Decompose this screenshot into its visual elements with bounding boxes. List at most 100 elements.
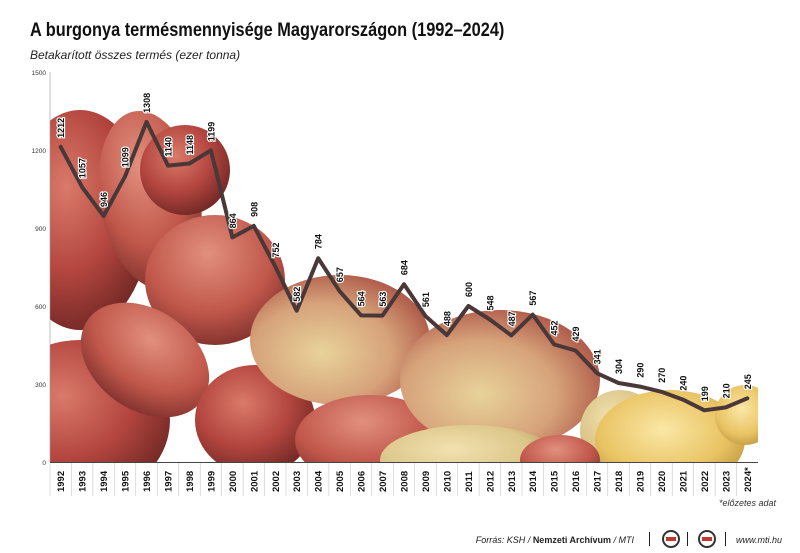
data-label: 946 bbox=[99, 192, 109, 207]
source-credit: Forrás: KSH / Nemzeti Archívum / MTI bbox=[475, 535, 634, 545]
x-tick-label: 2009 bbox=[421, 471, 432, 492]
chart-title: A burgonya termésmennyisége Magyarország… bbox=[30, 20, 505, 41]
x-tick-label: 1993 bbox=[78, 471, 89, 492]
potato-background-illustration bbox=[50, 72, 758, 462]
data-label: 245 bbox=[743, 374, 753, 389]
data-label: 304 bbox=[614, 359, 624, 374]
x-tick-label: 2017 bbox=[593, 471, 604, 492]
x-tick-box bbox=[307, 463, 329, 496]
x-tick-box bbox=[222, 463, 243, 496]
x-tick-label: 1992 bbox=[56, 471, 67, 492]
data-label: 561 bbox=[421, 292, 431, 307]
y-tick-label: 900 bbox=[35, 226, 46, 233]
data-label: 488 bbox=[442, 311, 452, 326]
footer-separator bbox=[649, 532, 650, 546]
x-tick-box bbox=[415, 463, 436, 496]
y-tick-label: 600 bbox=[35, 304, 46, 311]
mtva-logo-icon bbox=[662, 530, 680, 548]
data-label: 487 bbox=[507, 311, 517, 326]
mti-url: www.mti.hu bbox=[735, 535, 782, 545]
data-label: 1212 bbox=[56, 118, 66, 138]
x-tick-label: 2014 bbox=[528, 470, 539, 492]
y-tick-label: 1200 bbox=[32, 148, 47, 155]
x-tick-label: 2019 bbox=[636, 471, 647, 492]
x-tick-box bbox=[157, 463, 179, 496]
data-label: 582 bbox=[292, 287, 302, 302]
data-label: 240 bbox=[678, 376, 688, 391]
data-label: 341 bbox=[593, 349, 603, 364]
x-tick-box bbox=[672, 463, 694, 496]
x-tick-box bbox=[694, 463, 715, 496]
data-label: 563 bbox=[378, 292, 388, 307]
footnote: *előzetes adat bbox=[718, 498, 776, 508]
x-tick-box bbox=[565, 463, 586, 496]
x-tick-box bbox=[651, 463, 672, 496]
data-label: 1148 bbox=[185, 135, 195, 155]
chart-subtitle: Betakarított összes termés (ezer tonna) bbox=[30, 48, 241, 62]
x-tick-label: 2001 bbox=[249, 470, 260, 492]
x-tick-box bbox=[329, 463, 350, 496]
x-tick-label: 2023 bbox=[721, 471, 732, 492]
data-label: 1308 bbox=[142, 93, 152, 113]
x-tick-box bbox=[436, 463, 458, 496]
data-label: 564 bbox=[357, 291, 367, 306]
data-label: 784 bbox=[314, 234, 324, 249]
x-tick-box bbox=[243, 463, 265, 496]
y-tick-label: 1500 bbox=[32, 70, 47, 77]
y-tick-label: 0 bbox=[42, 460, 46, 467]
x-tick-label: 2002 bbox=[271, 471, 282, 492]
x-tick-label: 1999 bbox=[206, 471, 217, 492]
data-label: 548 bbox=[485, 295, 495, 310]
x-tick-box bbox=[200, 463, 222, 496]
data-label: 684 bbox=[400, 260, 410, 275]
x-tick-box bbox=[93, 463, 114, 496]
x-tick-box bbox=[501, 463, 522, 496]
footer-separator bbox=[725, 532, 726, 546]
x-tick-label: 2011 bbox=[464, 471, 475, 492]
x-tick-label: 2018 bbox=[614, 471, 625, 492]
y-tick-label: 300 bbox=[35, 382, 46, 389]
data-label: 210 bbox=[721, 383, 731, 398]
x-tick-label: 2004 bbox=[314, 470, 325, 492]
data-label: 452 bbox=[550, 320, 560, 335]
data-label: 1199 bbox=[206, 122, 216, 142]
x-tick-label: 1995 bbox=[121, 470, 132, 492]
x-tick-label: 1994 bbox=[99, 470, 110, 492]
x-tick-box bbox=[737, 463, 758, 496]
data-label: 270 bbox=[657, 368, 667, 383]
footer-separator bbox=[687, 532, 688, 546]
series-line bbox=[58, 119, 750, 413]
x-tick-label: 1997 bbox=[164, 471, 175, 492]
x-tick-label: 2012 bbox=[485, 471, 496, 492]
x-tick-label: 2006 bbox=[357, 471, 368, 492]
x-tick-label: 2016 bbox=[571, 471, 582, 492]
x-tick-label: 2013 bbox=[507, 471, 518, 492]
x-tick-box bbox=[586, 463, 608, 496]
x-tick-box bbox=[522, 463, 543, 496]
x-tick-label: 1996 bbox=[142, 471, 153, 492]
data-label: 864 bbox=[228, 213, 238, 228]
x-tick-box bbox=[50, 463, 71, 496]
data-label: 1099 bbox=[121, 147, 131, 167]
x-tick-box bbox=[71, 463, 93, 496]
x-tick-box bbox=[372, 463, 393, 496]
data-label: 1057 bbox=[78, 158, 88, 178]
data-label: 199 bbox=[700, 386, 710, 401]
x-tick-box bbox=[286, 463, 307, 496]
data-label: 567 bbox=[528, 291, 538, 306]
data-label: 908 bbox=[249, 202, 259, 217]
x-tick-label: 2024* bbox=[743, 467, 754, 492]
data-label: 1140 bbox=[164, 137, 174, 157]
x-tick-label: 2005 bbox=[335, 470, 346, 492]
line-chart: 0 300 600 900 1200 1500 1992 1993 1994 1995 1996 1… bbox=[32, 70, 758, 496]
x-tick-label: 2020 bbox=[657, 471, 668, 492]
x-tick-box bbox=[479, 463, 501, 496]
x-tick-label: 2010 bbox=[442, 471, 453, 492]
x-tick-box bbox=[608, 463, 629, 496]
x-tick-box bbox=[179, 463, 200, 496]
x-tick-label: 2008 bbox=[400, 471, 411, 492]
data-label: 752 bbox=[271, 242, 281, 257]
x-tick-label: 2000 bbox=[228, 471, 239, 492]
x-tick-box bbox=[114, 463, 136, 496]
x-tick-label: 2003 bbox=[292, 471, 303, 492]
